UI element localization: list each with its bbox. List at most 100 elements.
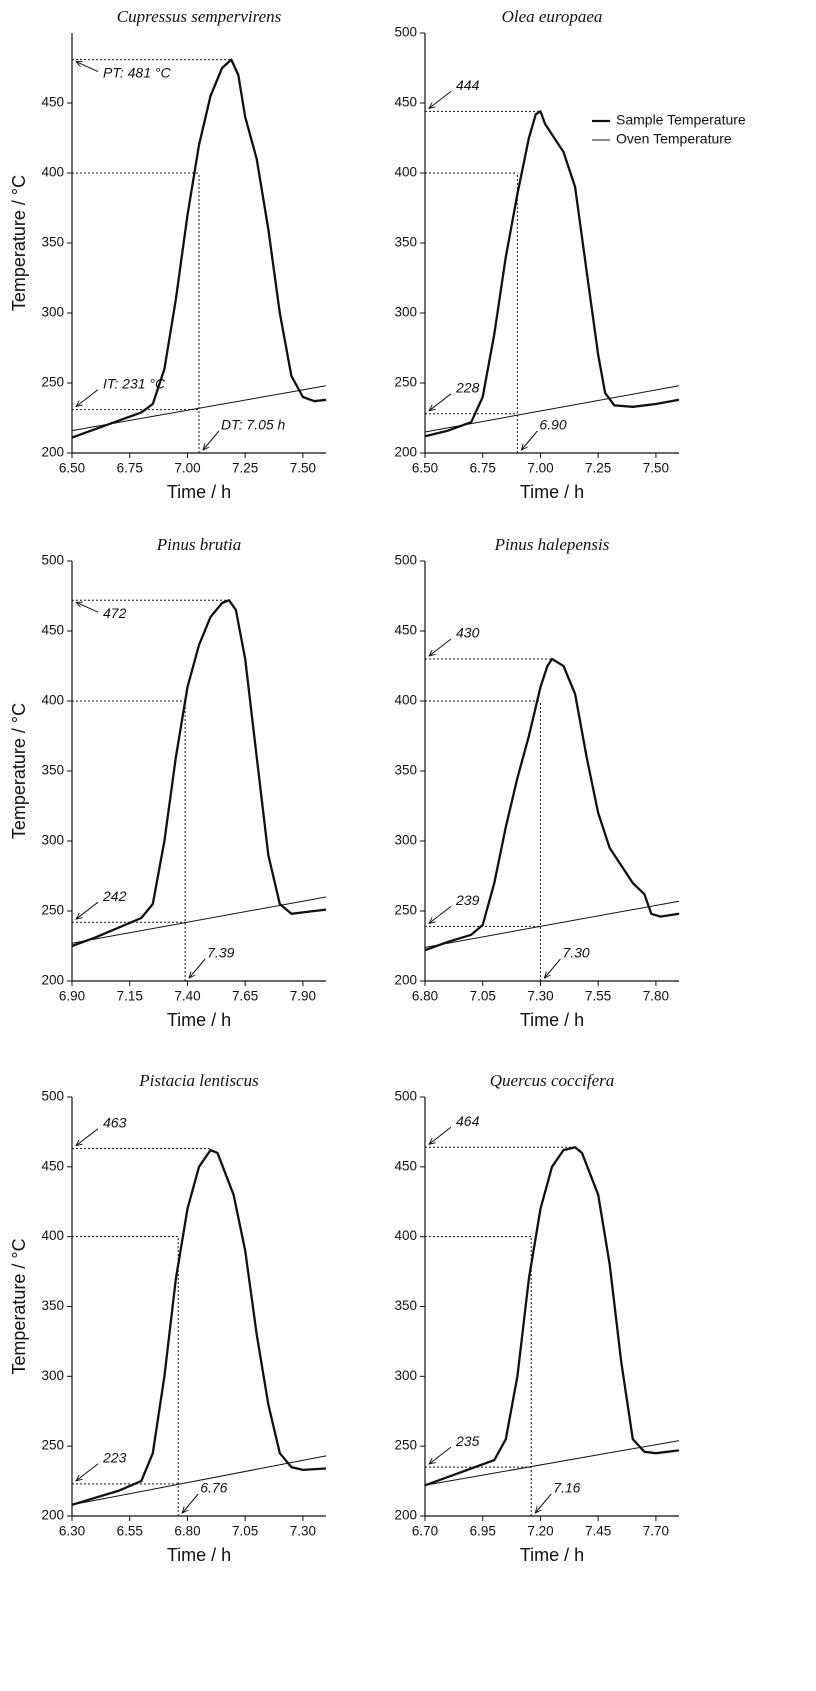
annotation-arrow: [76, 1463, 99, 1481]
annotation-label: 223: [102, 1450, 127, 1466]
y-tick-label: 350: [41, 1298, 64, 1313]
annotation-arrow: [76, 62, 99, 73]
y-tick-label: 400: [394, 1228, 417, 1243]
annotation-arrow: [521, 430, 538, 450]
y-tick-label: 400: [394, 165, 417, 180]
annotation-label: 463: [103, 1114, 127, 1130]
y-tick-label: 200: [41, 973, 64, 988]
x-tick-label: 7.65: [232, 989, 258, 1004]
x-tick-label: 6.50: [59, 461, 85, 476]
y-tick-label: 350: [41, 235, 64, 250]
x-tick-label: 7.05: [232, 1524, 258, 1539]
y-tick-label: 300: [394, 833, 417, 848]
y-axis-label: Temperature / °C: [9, 703, 29, 839]
x-tick-label: 7.05: [470, 989, 496, 1004]
series-line: [424, 110, 680, 438]
annotation-arrow: [76, 389, 99, 407]
annotation-arrow: [429, 906, 452, 923]
y-tick-label: 500: [41, 553, 64, 568]
y-axis-label: Temperature / °C: [9, 1238, 29, 1374]
x-tick-label: 6.55: [117, 1524, 143, 1539]
annotation-label: 228: [455, 380, 480, 396]
x-tick-label: 7.30: [290, 1524, 316, 1539]
x-tick-label: 6.50: [412, 461, 438, 476]
annotation-label: 464: [456, 1113, 480, 1129]
x-tick-label: 7.25: [232, 461, 258, 476]
x-tick-label: 7.50: [643, 461, 669, 476]
annotation-arrow: [203, 430, 220, 450]
annotation-label: PT: 481 °C: [103, 64, 171, 80]
y-tick-label: 450: [394, 95, 417, 110]
y-tick-label: 350: [394, 763, 417, 778]
series-line: [71, 1455, 327, 1506]
y-tick-label: 350: [394, 1298, 417, 1313]
x-tick-label: 7.00: [527, 461, 553, 476]
x-tick-label: 7.40: [174, 989, 200, 1004]
y-tick-label: 250: [41, 1438, 64, 1453]
chart-title: Pistacia lentiscus: [138, 1071, 259, 1090]
series-line: [71, 599, 327, 948]
x-tick-label: 6.80: [174, 1524, 200, 1539]
y-tick-label: 300: [394, 1368, 417, 1383]
y-tick-label: 200: [394, 1508, 417, 1523]
series-line: [424, 900, 680, 948]
x-tick-label: 7.45: [585, 1524, 611, 1539]
annotation-label: 7.39: [207, 945, 234, 961]
x-tick-label: 7.55: [585, 989, 611, 1004]
chart-title: Pinus brutia: [156, 535, 242, 554]
annotation-arrow: [429, 393, 452, 411]
x-tick-label: 6.70: [412, 1524, 438, 1539]
x-tick-label: 7.15: [117, 989, 143, 1004]
x-axis-label: Time / h: [167, 1010, 231, 1030]
chart-title: Olea europaea: [502, 7, 603, 26]
y-tick-label: 200: [41, 1508, 64, 1523]
y-tick-label: 500: [394, 1089, 417, 1104]
y-tick-label: 450: [41, 1158, 64, 1173]
annotation-label: 6.76: [200, 1480, 227, 1496]
y-tick-label: 450: [41, 95, 64, 110]
annotation-arrow: [429, 1126, 452, 1144]
y-tick-label: 250: [394, 1438, 417, 1453]
x-axis-label: Time / h: [167, 1545, 231, 1565]
series-line: [424, 1440, 680, 1486]
legend-text: Oven Temperature: [616, 131, 732, 147]
annotation-arrow: [429, 1446, 452, 1464]
x-tick-label: 6.75: [117, 461, 143, 476]
annotation-label: 7.16: [553, 1480, 580, 1496]
annotation-label: 239: [455, 892, 480, 908]
y-tick-label: 300: [41, 833, 64, 848]
y-tick-label: 200: [41, 445, 64, 460]
x-tick-label: 7.25: [585, 461, 611, 476]
annotation-label: 7.30: [562, 945, 589, 961]
y-tick-label: 250: [41, 375, 64, 390]
chart-title: Pinus halepensis: [494, 535, 610, 554]
x-tick-label: 6.90: [59, 989, 85, 1004]
y-tick-label: 500: [394, 25, 417, 40]
annotation-arrow: [429, 638, 452, 656]
x-tick-label: 7.00: [174, 461, 200, 476]
y-tick-label: 250: [394, 375, 417, 390]
annotation-arrow: [189, 958, 206, 978]
y-tick-label: 300: [41, 1368, 64, 1383]
x-axis-label: Time / h: [167, 482, 231, 502]
annotation-label: 242: [102, 888, 127, 904]
annotation-arrow: [76, 1128, 99, 1146]
y-tick-label: 450: [394, 623, 417, 638]
x-tick-label: 7.90: [290, 989, 316, 1004]
legend-text: Sample Temperature: [616, 112, 746, 128]
annotation-label: DT: 7.05 h: [221, 417, 286, 433]
x-tick-label: 7.50: [290, 461, 316, 476]
y-tick-label: 400: [41, 693, 64, 708]
x-axis-label: Time / h: [520, 482, 584, 502]
x-tick-label: 7.20: [527, 1524, 553, 1539]
annotation-label: IT: 231 °C: [103, 375, 166, 391]
annotation-arrow: [535, 1493, 552, 1513]
y-tick-label: 350: [394, 235, 417, 250]
y-tick-label: 500: [41, 1089, 64, 1104]
y-tick-label: 450: [41, 623, 64, 638]
y-tick-label: 450: [394, 1158, 417, 1173]
y-tick-label: 250: [394, 903, 417, 918]
series-line: [424, 385, 680, 433]
y-tick-label: 400: [41, 1228, 64, 1243]
